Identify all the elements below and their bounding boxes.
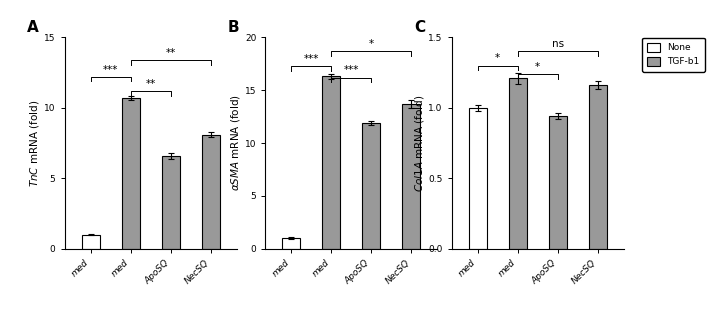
Legend: None, TGF-b1: None, TGF-b1 — [642, 38, 705, 72]
Bar — [362, 123, 380, 249]
Bar — [201, 135, 219, 249]
Text: ns: ns — [551, 39, 564, 49]
Text: *: * — [535, 62, 541, 72]
Bar — [122, 98, 140, 249]
Text: A: A — [27, 21, 39, 35]
Text: *: * — [495, 53, 500, 63]
Text: ***: *** — [103, 65, 118, 75]
Bar — [509, 78, 527, 249]
Bar — [549, 116, 566, 249]
Bar — [161, 156, 179, 249]
Y-axis label: $\mathit{Col1A}$ mRNA (fold): $\mathit{Col1A}$ mRNA (fold) — [412, 94, 425, 192]
Text: B: B — [227, 21, 239, 35]
Bar — [469, 108, 487, 249]
Bar — [589, 85, 607, 249]
Text: C: C — [414, 21, 425, 35]
Bar — [402, 104, 420, 249]
Y-axis label: $\mathit{\alpha SMA}$ mRNA (fold): $\mathit{\alpha SMA}$ mRNA (fold) — [229, 95, 242, 192]
Text: **: ** — [146, 79, 156, 89]
Text: ***: *** — [303, 54, 319, 64]
Y-axis label: $\mathit{TnC}$ mRNA (fold): $\mathit{TnC}$ mRNA (fold) — [28, 99, 41, 187]
Text: **: ** — [166, 48, 176, 58]
Bar — [323, 77, 341, 249]
Text: ***: *** — [343, 65, 359, 75]
Text: *: * — [369, 39, 374, 49]
Bar — [82, 235, 100, 249]
Bar — [282, 238, 300, 249]
